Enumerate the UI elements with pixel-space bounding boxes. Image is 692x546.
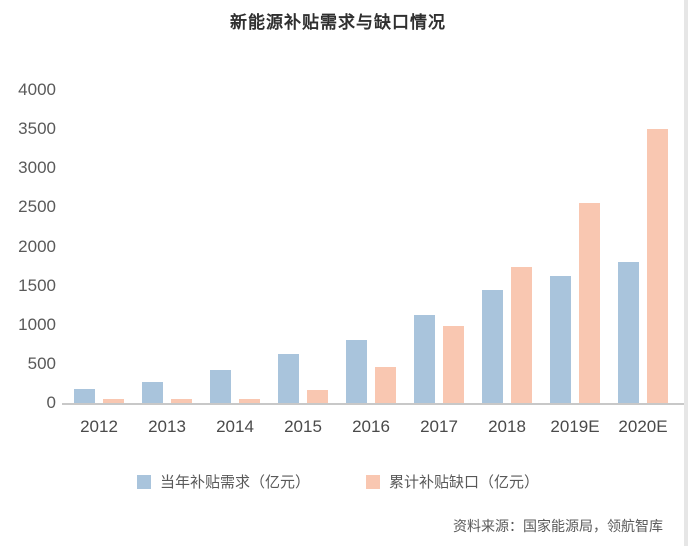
y-tick-label: 0 [46,393,56,412]
bar [74,389,95,403]
y-tick-label: 3500 [18,119,56,139]
plot-groups [65,90,677,403]
bar [579,203,600,403]
legend-label: 累计补贴缺口（亿元） [389,474,540,491]
x-tick-label: 2016 [352,417,390,436]
bar [647,129,668,403]
bar [375,367,396,403]
x-tick-label: 2018 [488,417,526,436]
bar [550,276,571,403]
bar [278,354,299,403]
bar-group-2014 [201,90,269,403]
legend-item: 当年补贴需求（亿元） [136,471,310,492]
right-edge-border [684,0,688,546]
bar-group-2016 [337,90,405,403]
chart-title: 新能源补贴需求与缺口情况 [230,13,446,32]
x-tick-label: 2015 [284,417,322,436]
x-tick-label: 2017 [420,417,458,436]
y-tick-label: 4000 [18,80,56,99]
bar-group-2015 [269,90,337,403]
x-tick-label: 2013 [148,417,186,436]
bar-group-2017 [405,90,473,403]
x-axis-labels: 2012 2013 2014 2015 2016 2017 2018 2019E 2020E [65,417,677,437]
bar [103,399,124,403]
y-tick-label: 2000 [18,236,56,256]
y-tick-label: 1500 [18,275,56,295]
x-axis-line [62,403,688,405]
y-tick-label: 3000 [18,158,56,178]
legend-swatch [366,474,380,489]
x-tick-label: 2012 [80,417,118,436]
bar-group-2012 [65,90,133,403]
legend-item: 累计补贴缺口（亿元） [366,471,539,492]
bar [511,267,532,403]
source-note: 资料来源：国家能源局，领航智库 [453,518,663,534]
bar [239,399,260,403]
bar-group-2019E [541,90,609,403]
x-tick-label: 2014 [216,417,254,436]
bar-group-2013 [133,90,201,403]
x-tick-label: 2020E [618,417,668,436]
bar [443,326,464,403]
bar [142,382,163,403]
bar [618,262,639,403]
bar [482,290,503,403]
bar [171,399,192,403]
bar [210,370,231,403]
legend: 当年补贴需求（亿元） 累计补贴缺口（亿元） [0,471,676,492]
x-tick-label: 2019E [550,417,600,436]
y-axis: 0 500 1000 1500 2000 2500 3000 3500 4000 [0,0,56,546]
y-tick-label: 1000 [18,314,56,334]
y-tick-label: 2500 [18,197,56,217]
bar-group-2018 [473,90,541,403]
bar [414,315,435,403]
legend-label: 当年补贴需求（亿元） [159,474,310,491]
bar-group-2020E [609,90,677,403]
bar [307,390,328,403]
legend-swatch [136,474,151,489]
y-tick-label: 500 [27,353,56,373]
bar [346,340,367,403]
